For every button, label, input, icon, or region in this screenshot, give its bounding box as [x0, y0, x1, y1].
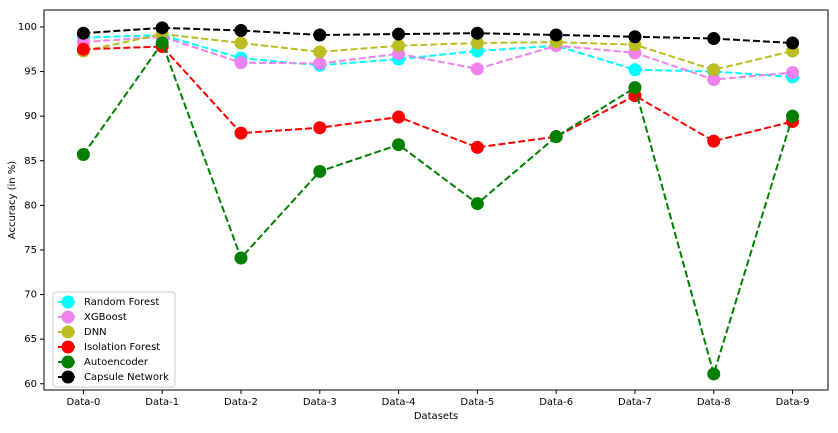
marker: [392, 27, 406, 41]
series-line: [83, 35, 793, 81]
legend-marker: [61, 370, 75, 384]
marker: [470, 140, 484, 154]
x-tick-label: Data-9: [776, 397, 810, 408]
y-tick-label: 95: [24, 67, 37, 78]
legend-label: Random Forest: [84, 297, 159, 308]
x-tick-label: Data-7: [618, 397, 652, 408]
marker: [234, 251, 248, 265]
marker: [786, 65, 800, 79]
marker: [628, 63, 642, 77]
y-tick-label: 85: [24, 156, 37, 167]
plot-frame: [43, 9, 829, 391]
marker: [313, 28, 327, 42]
marker: [549, 28, 563, 42]
marker: [392, 110, 406, 124]
x-axis-label: Datasets: [414, 411, 458, 422]
y-tick-label: 90: [24, 111, 37, 122]
marker: [707, 367, 721, 381]
x-tick-label: Data-8: [697, 397, 731, 408]
marker: [76, 42, 90, 56]
marker: [392, 138, 406, 152]
series-line: [83, 45, 793, 149]
x-tick-label: Data-1: [145, 397, 179, 408]
legend-marker: [61, 325, 75, 339]
marker: [707, 134, 721, 148]
legend-marker: [61, 340, 75, 354]
marker: [313, 45, 327, 59]
y-tick-label: 80: [24, 200, 37, 211]
legend-label: Autoencoder: [84, 357, 149, 368]
marker: [234, 126, 248, 140]
marker: [470, 36, 484, 50]
legend-label: Isolation Forest: [84, 342, 160, 353]
x-tick-label: Data-6: [539, 397, 573, 408]
y-tick-label: 70: [24, 290, 37, 301]
marker: [786, 36, 800, 50]
marker: [470, 197, 484, 211]
marker: [707, 63, 721, 77]
marker: [234, 56, 248, 70]
marker: [392, 39, 406, 53]
series-line: [83, 33, 793, 71]
marker: [707, 73, 721, 87]
x-tick-label: Data-2: [224, 397, 258, 408]
marker: [76, 148, 90, 162]
marker: [155, 36, 169, 50]
x-tick-label: Data-3: [303, 397, 337, 408]
x-tick-label: Data-0: [66, 397, 100, 408]
marker: [313, 164, 327, 178]
y-tick-label: 65: [24, 334, 37, 345]
series-line: [82, 40, 794, 378]
x-tick-label: Data-4: [382, 397, 416, 408]
marker: [628, 30, 642, 44]
marker: [155, 21, 169, 35]
marker: [628, 81, 642, 95]
marker: [313, 57, 327, 71]
marker: [549, 130, 563, 144]
y-tick-label: 100: [18, 22, 37, 33]
y-tick-label: 75: [24, 245, 37, 256]
legend-marker: [61, 355, 75, 369]
marker: [470, 62, 484, 76]
legend-label: XGBoost: [84, 312, 127, 323]
marker: [786, 109, 800, 123]
y-axis-label: Accuracy (in %): [7, 161, 18, 240]
marker: [707, 32, 721, 46]
marker: [234, 24, 248, 38]
marker: [470, 26, 484, 40]
y-tick-label: 60: [24, 379, 37, 390]
legend-marker: [61, 310, 75, 324]
legend-box: [52, 291, 176, 388]
x-tick-label: Data-5: [460, 397, 494, 408]
legend-marker: [61, 295, 75, 309]
legend-label: Capsule Network: [84, 372, 169, 383]
marker: [234, 36, 248, 50]
legend-label: DNN: [84, 327, 107, 338]
series-line: [83, 26, 793, 45]
marker: [76, 26, 90, 40]
marker: [313, 121, 327, 135]
